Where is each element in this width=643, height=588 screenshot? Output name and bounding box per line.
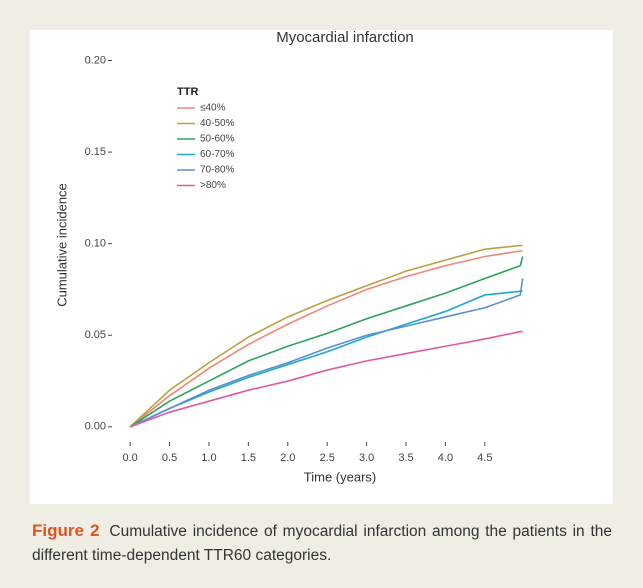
x-tick-label: 1.5 xyxy=(241,452,256,464)
series-line xyxy=(129,256,524,428)
x-axis-label: Time (years) xyxy=(304,469,376,484)
legend-label: 40-50% xyxy=(200,118,235,129)
x-tick-label: 2.5 xyxy=(320,452,335,464)
y-tick-label: 0.15 xyxy=(85,146,106,158)
series-line xyxy=(129,244,523,428)
legend-label: >80% xyxy=(200,180,226,191)
x-tick-label: 1.0 xyxy=(201,452,216,464)
series-line xyxy=(129,250,523,428)
y-tick-label: 0.10 xyxy=(85,238,106,250)
x-tick-label: 2.0 xyxy=(280,452,295,464)
chart-title: Myocardial infarction xyxy=(276,29,414,46)
y-axis-label: Cumulative incidence xyxy=(54,183,69,307)
x-tick-label: 4.5 xyxy=(477,452,492,464)
chart: Myocardial infarction Time (years) Cumul… xyxy=(54,29,524,484)
legend-label: 50-60% xyxy=(200,134,235,145)
figure-label: Figure 2 xyxy=(32,521,100,540)
caption: Figure 2 Cumulative incidence of myocard… xyxy=(32,519,612,568)
y-tick-label: 0.00 xyxy=(85,421,106,433)
legend-title: TTR xyxy=(177,86,198,98)
series-line xyxy=(129,330,523,428)
legend-label: 60-70% xyxy=(200,149,235,160)
x-tick-label: 3.0 xyxy=(359,452,374,464)
legend-label: 70-80% xyxy=(200,165,235,176)
caption-text: Cumulative incidence of myocardial infar… xyxy=(32,523,612,564)
y-tick-label: 0.20 xyxy=(85,54,106,66)
y-tick-label: 0.05 xyxy=(85,329,106,341)
x-tick-label: 0.5 xyxy=(162,452,177,464)
series-line xyxy=(129,278,524,428)
x-tick-label: 3.5 xyxy=(398,452,413,464)
series-line xyxy=(129,290,523,428)
x-tick-label: 0.0 xyxy=(122,452,137,464)
x-tick-label: 4.0 xyxy=(438,452,453,464)
legend-label: ≤40% xyxy=(200,103,226,114)
